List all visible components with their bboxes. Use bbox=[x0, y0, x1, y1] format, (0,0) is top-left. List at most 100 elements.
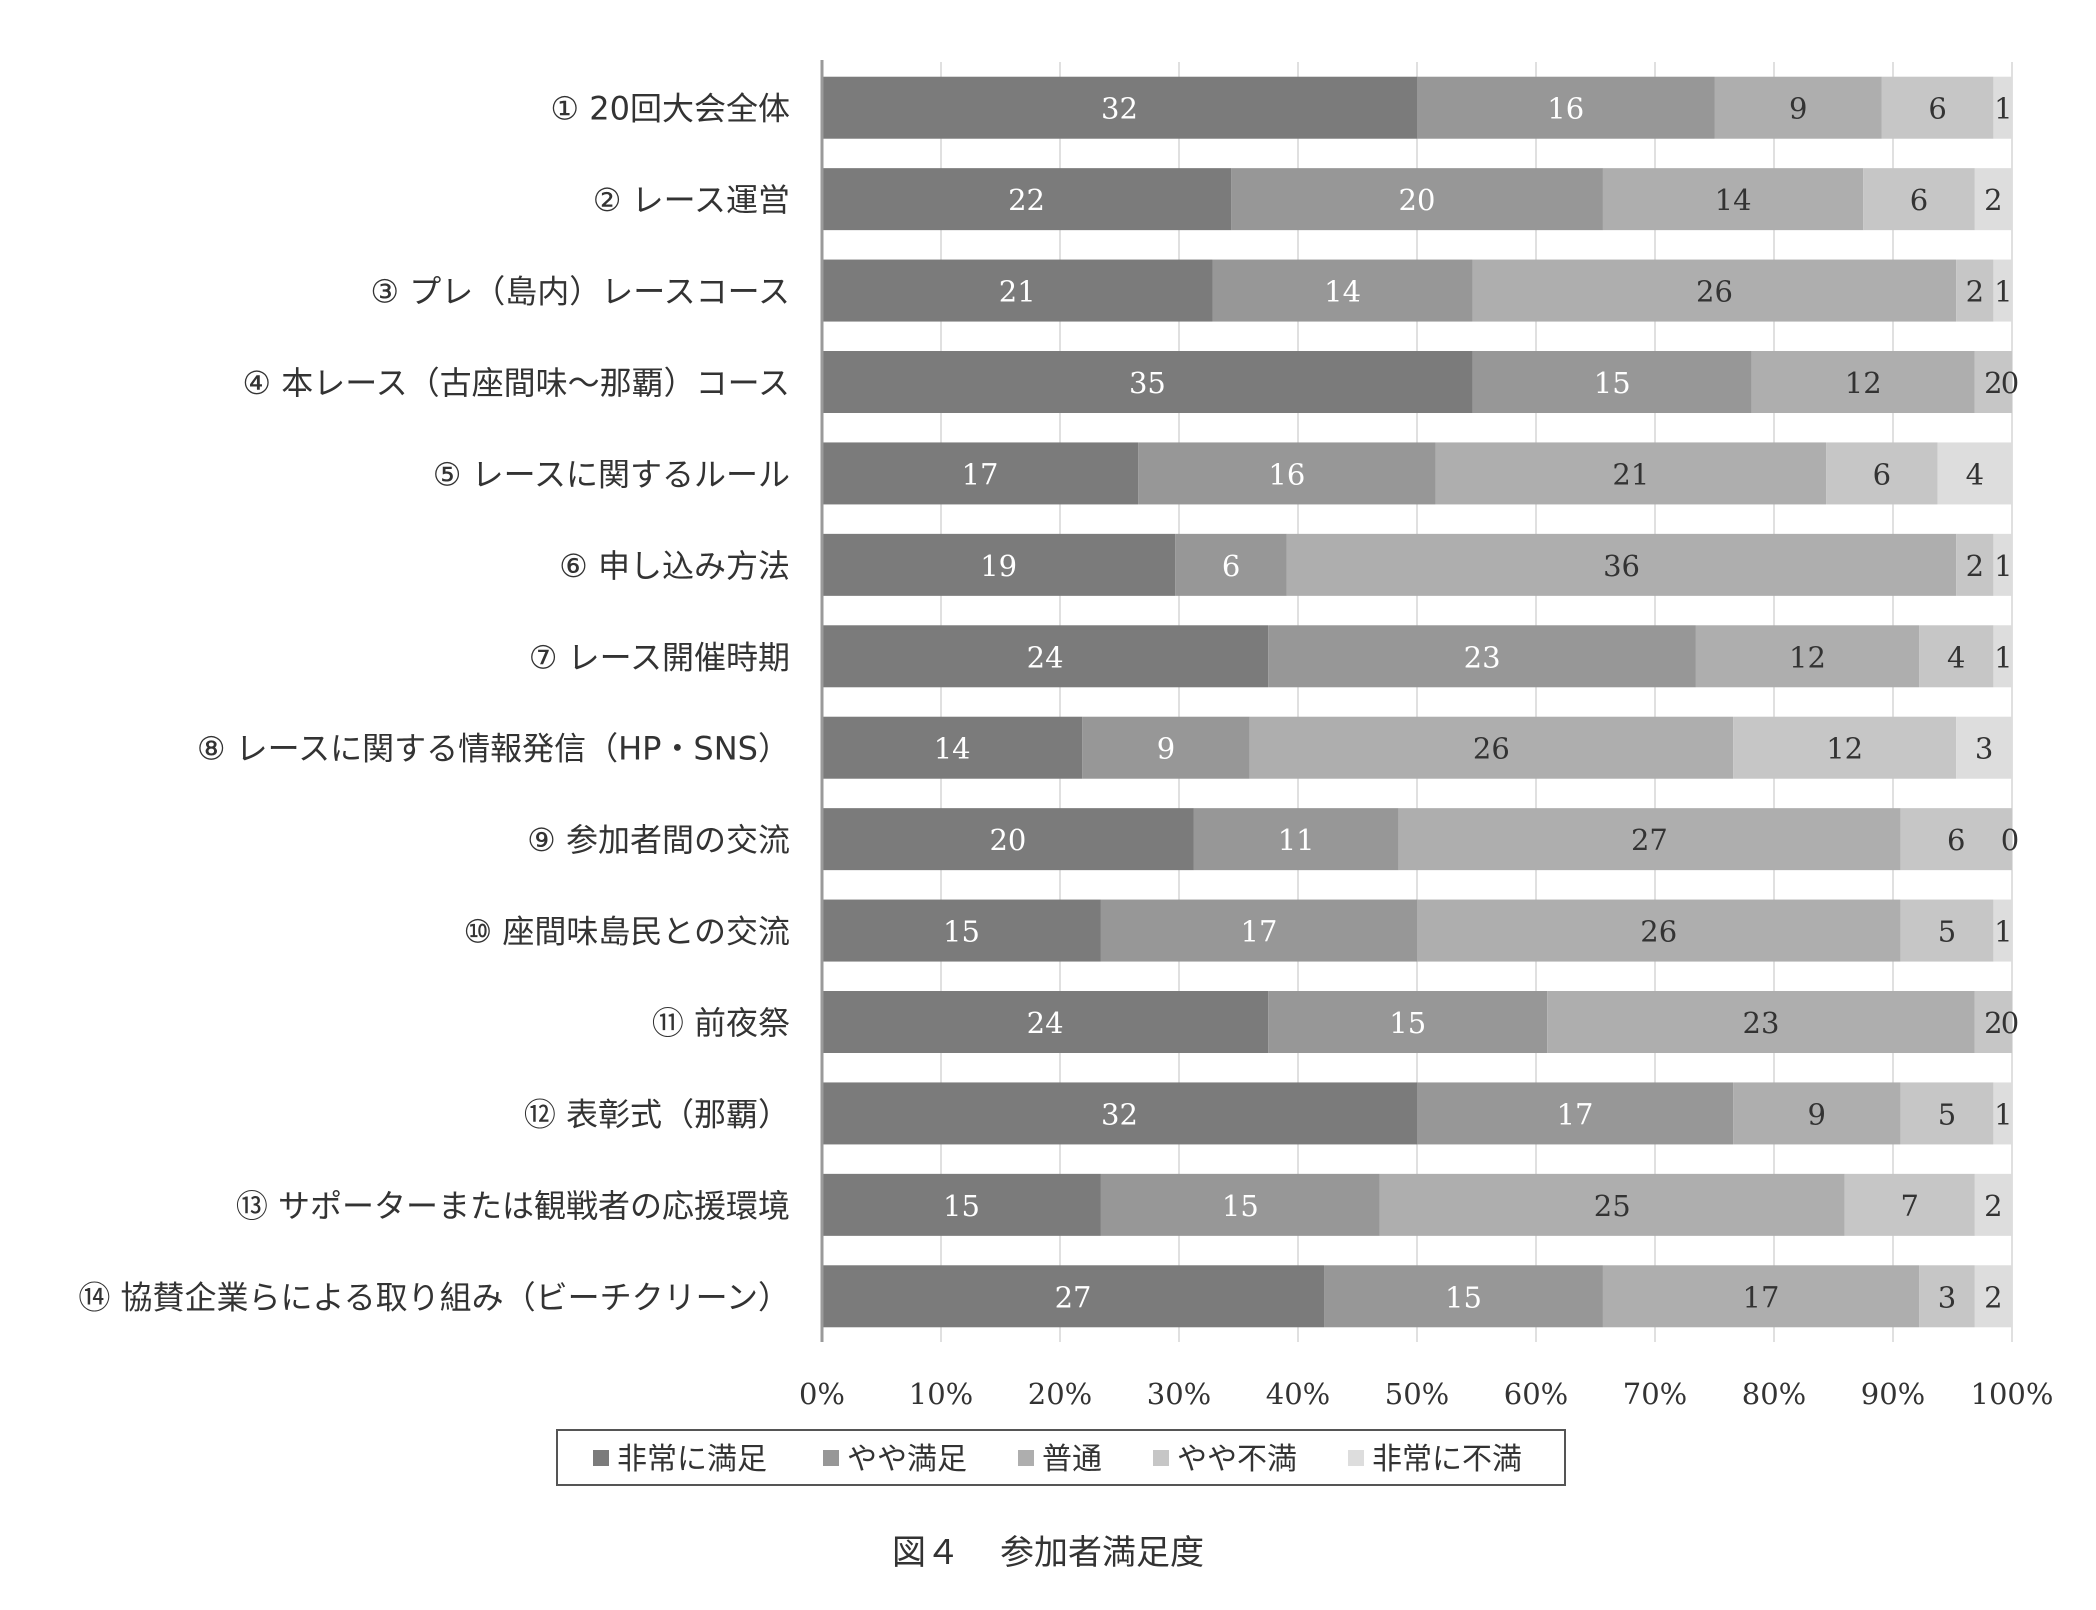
category-label: ⑤ レースに関するルール bbox=[433, 455, 790, 493]
legend-label: 非常に満足 bbox=[617, 1442, 767, 1477]
bar-segment bbox=[1324, 1265, 1603, 1328]
bar-segment bbox=[1100, 1173, 1380, 1236]
data-label: 6 bbox=[1222, 549, 1240, 583]
category-label: ① 20回大会全体 bbox=[550, 90, 790, 128]
x-tick-label: 80% bbox=[1742, 1377, 1806, 1411]
x-tick-label: 70% bbox=[1623, 1377, 1687, 1411]
data-label: 7 bbox=[1901, 1189, 1919, 1223]
data-label: 12 bbox=[1789, 640, 1826, 674]
data-label: 2 bbox=[1984, 1006, 2002, 1040]
category-label: ⑭ 協賛企業らによる取り組み（ビーチクリーン） bbox=[78, 1278, 790, 1316]
data-label: 14 bbox=[1324, 275, 1361, 309]
bar-segment bbox=[1974, 168, 2012, 231]
bar-segment bbox=[1398, 808, 1901, 871]
x-tick-label: 90% bbox=[1861, 1377, 1925, 1411]
data-label: 11 bbox=[1278, 823, 1315, 857]
bar-segment bbox=[822, 1265, 1325, 1328]
data-label: 19 bbox=[980, 549, 1017, 583]
legend-label: 非常に不満 bbox=[1372, 1442, 1522, 1477]
data-label: 24 bbox=[1027, 640, 1064, 674]
bar-segment bbox=[1881, 76, 1994, 139]
bar-segment bbox=[1714, 76, 1882, 139]
bar-segment bbox=[1919, 1265, 1975, 1328]
category-label: ④ 本レース（古座間味～那覇）コース bbox=[242, 364, 790, 402]
data-label: 17 bbox=[962, 457, 999, 491]
data-label: 15 bbox=[1445, 1280, 1482, 1314]
bar-segment bbox=[1733, 716, 1957, 779]
data-label: 1 bbox=[1994, 549, 2012, 583]
bar-segment bbox=[1268, 991, 1548, 1053]
data-label: 26 bbox=[1640, 915, 1677, 949]
bar-segment bbox=[1100, 899, 1417, 962]
data-label: 1 bbox=[1994, 915, 2012, 949]
bar-segment bbox=[1974, 1265, 2012, 1328]
data-label: 3 bbox=[1975, 732, 1993, 766]
data-label: 2 bbox=[1984, 1280, 2002, 1314]
bar-segment bbox=[1212, 259, 1473, 322]
bar-segment bbox=[1379, 1173, 1845, 1236]
data-label: 20 bbox=[989, 823, 1026, 857]
category-label: ⑬ サポーターまたは観戦者の応援環境 bbox=[236, 1187, 790, 1225]
data-label: 17 bbox=[1241, 915, 1278, 949]
bar-segment bbox=[822, 1173, 1101, 1236]
bar-segment bbox=[822, 76, 1417, 139]
bar-segment bbox=[822, 625, 1269, 688]
bar-segment bbox=[822, 716, 1083, 779]
data-label: 5 bbox=[1938, 915, 1956, 949]
data-label: 21 bbox=[1612, 457, 1649, 491]
category-label: ⑦ レース開催時期 bbox=[529, 638, 790, 676]
data-label: 1 bbox=[1994, 275, 2012, 309]
data-label: 15 bbox=[1594, 366, 1631, 400]
bar-segment bbox=[822, 442, 1139, 505]
bar-segment bbox=[1175, 533, 1287, 596]
data-label: 9 bbox=[1789, 92, 1807, 126]
data-label: 32 bbox=[1101, 1097, 1138, 1131]
data-label: 6 bbox=[1910, 183, 1928, 217]
data-label: 16 bbox=[1268, 457, 1305, 491]
bar-segment bbox=[1417, 1082, 1734, 1145]
data-label: 20 bbox=[1399, 183, 1436, 217]
data-label: 22 bbox=[1008, 183, 1045, 217]
legend-swatch bbox=[1348, 1450, 1364, 1466]
data-label: 16 bbox=[1547, 92, 1584, 126]
data-label: 1 bbox=[1994, 92, 2012, 126]
bar-segment bbox=[1138, 442, 1436, 505]
data-label: 9 bbox=[1157, 732, 1175, 766]
bar-segment bbox=[1082, 716, 1250, 779]
bar-segment bbox=[1547, 991, 1975, 1053]
legend-label: やや満足 bbox=[847, 1442, 967, 1477]
bar-segment bbox=[1956, 716, 2012, 779]
data-label: 9 bbox=[1808, 1097, 1826, 1131]
bar-segment bbox=[1900, 1082, 1994, 1145]
data-label: 5 bbox=[1938, 1097, 1956, 1131]
category-label: ⑨ 参加者間の交流 bbox=[527, 821, 790, 859]
bar-segment bbox=[1900, 808, 2012, 871]
legend-swatch bbox=[1018, 1450, 1034, 1466]
bar-segment bbox=[822, 259, 1213, 322]
data-label: 15 bbox=[943, 1189, 980, 1223]
data-label: 23 bbox=[1743, 1006, 1780, 1040]
bar-segment bbox=[1937, 442, 2012, 505]
bar-segment bbox=[1286, 533, 1957, 596]
bar-segment bbox=[1417, 899, 1901, 962]
bar-segment bbox=[1602, 1265, 1920, 1328]
bar-segment bbox=[1974, 991, 2012, 1053]
data-label: 14 bbox=[1715, 183, 1752, 217]
data-label: 15 bbox=[1389, 1006, 1426, 1040]
data-label: 15 bbox=[943, 915, 980, 949]
data-label: 15 bbox=[1222, 1189, 1259, 1223]
bar-segment bbox=[1919, 625, 1994, 688]
x-tick-label: 30% bbox=[1147, 1377, 1211, 1411]
x-tick-label: 50% bbox=[1385, 1377, 1449, 1411]
x-tick-label: 60% bbox=[1504, 1377, 1568, 1411]
category-label: ⑩ 座間味島民との交流 bbox=[463, 913, 790, 951]
data-label: 23 bbox=[1464, 640, 1501, 674]
bar-segment bbox=[1472, 351, 1752, 413]
legend-swatch bbox=[593, 1450, 609, 1466]
bar-segment bbox=[1993, 1082, 2012, 1145]
data-label: 24 bbox=[1027, 1006, 1064, 1040]
bar-segment bbox=[1602, 168, 1864, 231]
bar-segment bbox=[1993, 76, 2012, 139]
bar-segment bbox=[822, 168, 1232, 231]
